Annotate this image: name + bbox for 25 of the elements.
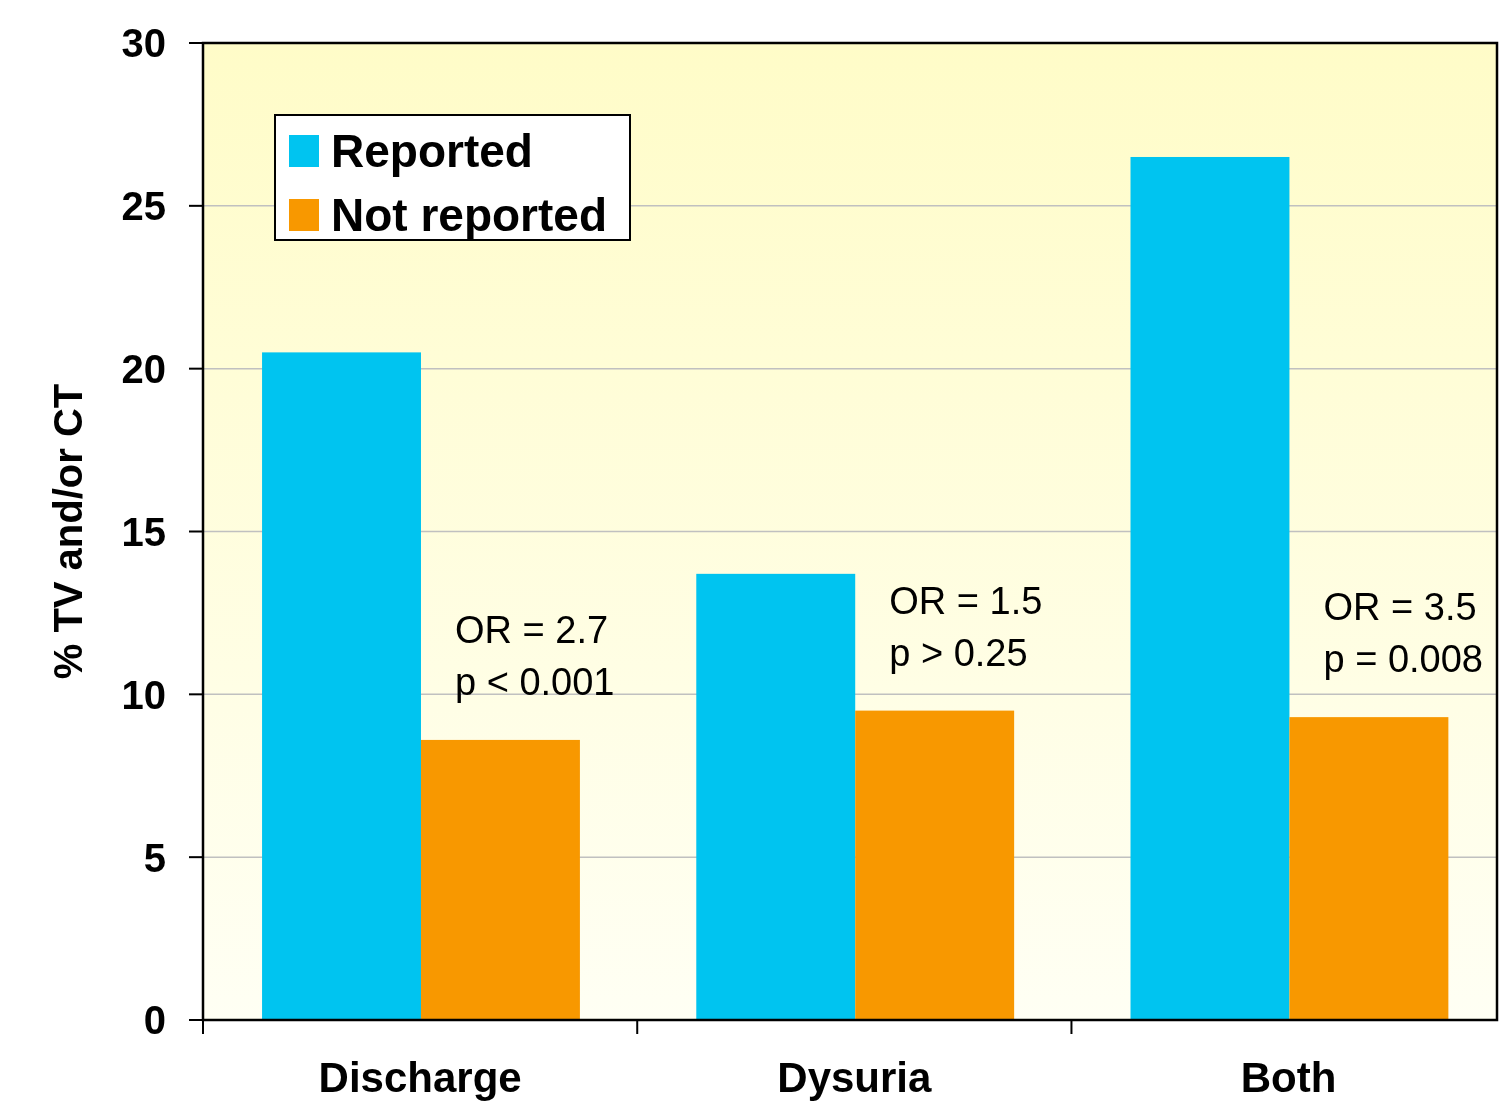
legend-label: Reported [331,125,533,177]
annotation: p > 0.25 [889,631,1028,674]
y-tick-label: 0 [143,998,166,1043]
y-tick-label: 15 [121,509,166,554]
y-axis-title: % TV and/or CT [46,383,90,680]
y-tick-label: 20 [121,347,166,392]
y-tick-label: 5 [143,835,166,880]
annotation: OR = 2.7 [454,608,609,651]
annotation: OR = 1.5 [889,579,1043,622]
annotation: p = 0.008 [1323,638,1483,681]
annotation: p < 0.001 [454,660,615,703]
bar [420,739,580,1020]
y-tick-label: 30 [121,21,166,66]
x-tick-label: Dysuria [777,1054,933,1101]
x-tick-label: Both [1240,1054,1337,1101]
y-tick-label: 25 [121,184,166,229]
bar [1130,156,1290,1020]
bar [855,710,1015,1020]
x-tick-label: Discharge [318,1054,522,1101]
y-tick-label: 10 [121,672,166,717]
legend-label: Not reported [331,189,607,241]
annotation: OR = 3.5 [1323,586,1477,629]
bar [696,573,856,1020]
bar [262,352,421,1020]
bar [1289,717,1449,1020]
